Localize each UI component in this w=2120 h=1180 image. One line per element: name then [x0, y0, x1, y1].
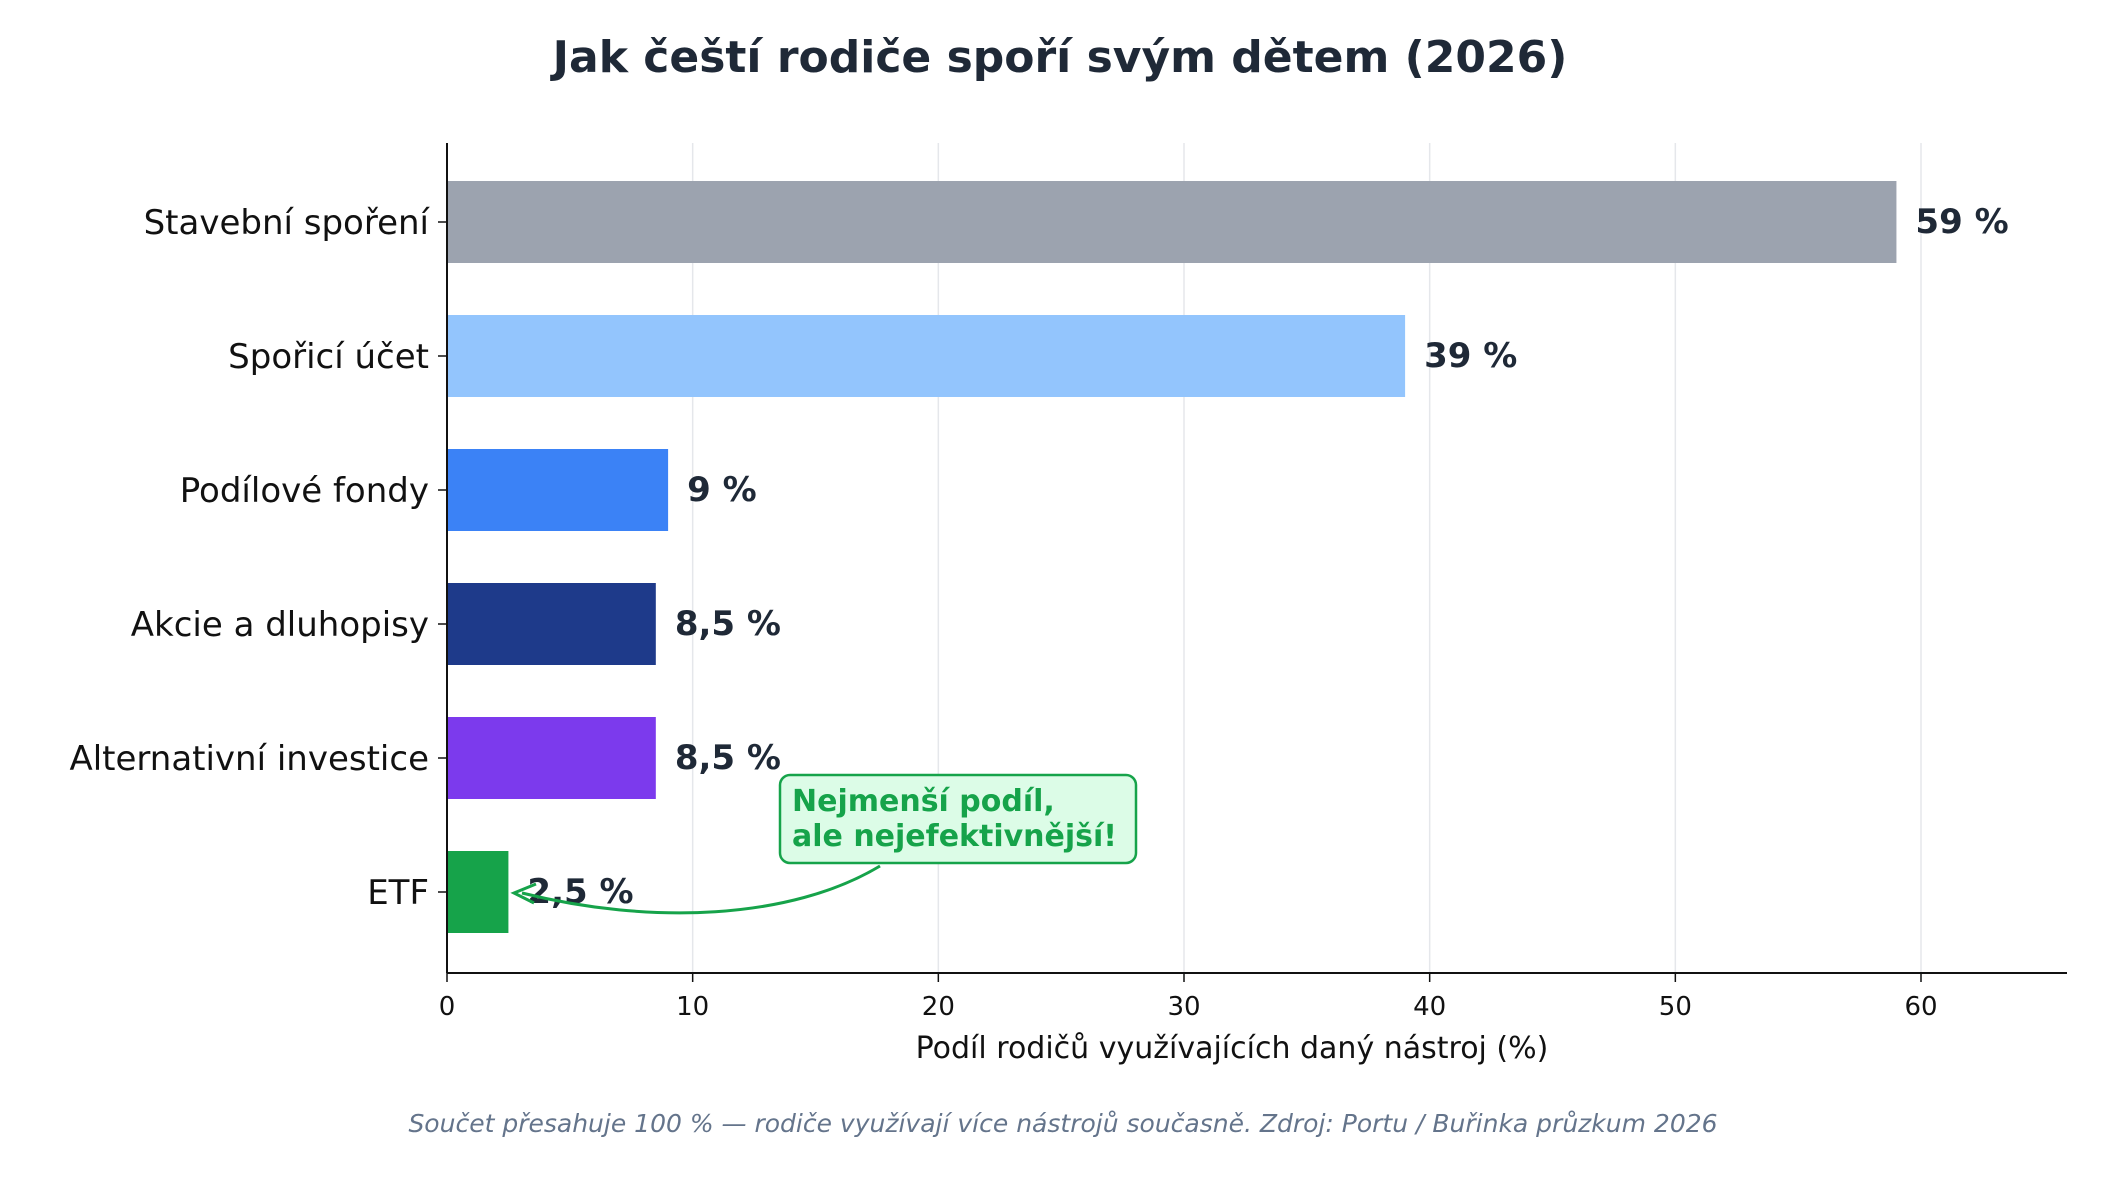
value-label: 39 %	[1424, 336, 1517, 376]
x-tick-label: 20	[922, 992, 955, 1022]
value-label: 8,5 %	[675, 604, 781, 644]
grid	[691, 143, 1922, 973]
category-label: Alternativní investice	[69, 739, 429, 779]
category-label: Stavební spoření	[144, 203, 431, 243]
x-tick-label: 0	[439, 992, 456, 1022]
axes	[446, 143, 2067, 974]
annotation-line-2: ale nejefektivnější!	[792, 819, 1117, 854]
category-label: Podílové fondy	[180, 471, 429, 511]
bar	[447, 181, 1897, 263]
x-axis-label: Podíl rodičů využívajících daný nástroj …	[916, 1031, 1549, 1066]
x-ticks: 0 10 20 30 40 50 60	[439, 973, 1938, 1022]
x-tick-label: 30	[1167, 992, 1200, 1022]
bar	[447, 583, 656, 665]
value-label: 8,5 %	[675, 738, 781, 778]
x-tick-label: 40	[1413, 992, 1446, 1022]
annotation: Nejmenší podíl, ale nejefektivnější!	[510, 773, 1138, 915]
bar	[447, 449, 669, 531]
chart-title: Jak čeští rodiče spoří svým dětem (2026)	[550, 32, 1568, 83]
x-tick-label: 60	[1904, 992, 1937, 1022]
annotation-arrowhead	[510, 882, 537, 905]
bars	[447, 181, 1897, 933]
bar	[447, 315, 1406, 397]
value-label: 59 %	[1915, 202, 2008, 242]
bar	[447, 717, 656, 799]
category-label: Akcie a dluhopisy	[131, 605, 429, 645]
x-tick-label: 50	[1659, 992, 1692, 1022]
annotation-line-1: Nejmenší podíl,	[792, 784, 1055, 819]
footnote: Součet přesahuje 100 % — rodiče využívaj…	[408, 1109, 1717, 1138]
category-label: ETF	[367, 873, 429, 913]
annotation-box	[778, 773, 1138, 865]
value-labels: 59 %39 %9 %8,5 %8,5 %2,5 %	[527, 202, 2008, 912]
annotation-arrow	[521, 864, 881, 915]
x-tick-label: 10	[676, 992, 709, 1022]
category-label: Spořicí účet	[228, 337, 429, 377]
category-labels: Stavební spoření Spořicí účet Podílové fon…	[69, 203, 447, 913]
bar	[447, 851, 509, 933]
value-label: 9 %	[687, 470, 757, 510]
